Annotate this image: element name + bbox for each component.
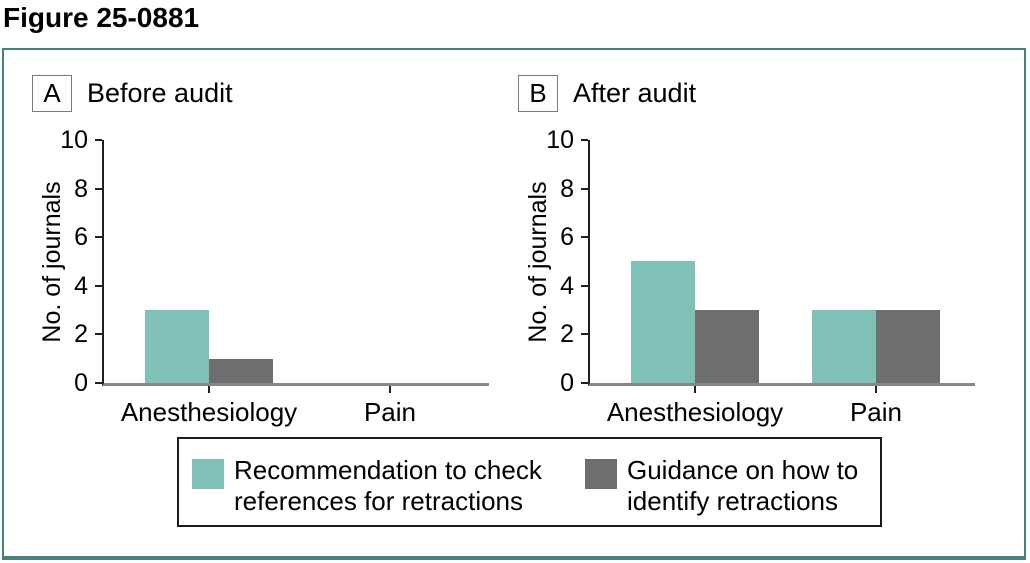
y-tick-label: 6 [74,223,88,252]
x-tick [389,386,391,393]
bar-recommendation [631,261,695,383]
panel-a-header: A Before audit [32,75,233,112]
y-axis-title: No. of journals [524,180,552,343]
panel-b-header: B After audit [518,75,696,112]
legend-label: Guidance on how to identify retractions [627,455,859,516]
bar-guidance [209,359,273,383]
y-tick-label: 10 [546,126,574,154]
y-tick [581,187,588,190]
y-tick-label: 10 [60,126,88,154]
x-tick [694,386,696,393]
panel-a-letter-box: A [32,75,72,112]
y-axis-title: No. of journals [38,180,66,343]
chart-before-audit: 0 2 4 6 8 10 No. of journals Anesthesiology Pain [38,126,489,427]
bar-recommendation [812,310,876,383]
bar-guidance [695,310,759,383]
y-tick [581,284,588,287]
y-tick-label: 8 [74,174,88,203]
bar-recommendation [145,310,209,383]
y-tick [581,139,588,141]
y-tick [95,139,102,141]
y-tick [581,236,588,239]
y-tick-label: 0 [74,369,88,397]
y-tick [95,187,102,190]
y-tick-label: 8 [560,174,574,203]
x-category-label: Pain [363,397,417,427]
y-tick [95,236,102,239]
y-tick-label: 0 [560,369,574,397]
y-tick [95,382,102,384]
y-tick-label: 4 [560,271,574,300]
panel-b-letter-box: B [518,75,558,112]
y-tick-label: 4 [74,271,88,300]
y-tick-label: 2 [74,320,88,349]
y-tick [581,333,588,336]
figure-title: Figure 25-0881 [3,2,200,33]
x-tick [875,386,877,393]
legend-swatch-teal [192,459,224,489]
y-tick [581,382,588,384]
legend-item-recommendation: Recommendation to check references for r… [192,455,584,517]
bar-guidance [876,310,940,383]
legend-item-guidance: Guidance on how to identify retractions [585,455,889,517]
figure-frame: A Before audit B After audit 0 2 4 6 8 10 No. … [2,48,1026,560]
x-category-label: Pain [849,397,903,427]
y-tick-label: 2 [560,320,574,349]
x-tick [208,386,210,393]
x-category-label: Anesthesiology [606,397,784,427]
x-category-label: Anesthesiology [120,397,298,427]
panel-b-title: After audit [573,78,697,108]
y-tick [95,333,102,336]
y-tick [95,284,102,287]
chart-after-audit: 0 2 4 6 8 10 No. of journals Anesthesiology Pain [524,126,975,427]
y-tick-label: 6 [560,223,574,252]
panel-a-title: Before audit [87,78,233,108]
legend-label: Recommendation to check references for r… [234,455,542,516]
legend-box: Recommendation to check references for r… [177,437,882,527]
legend-swatch-gray [585,459,617,489]
